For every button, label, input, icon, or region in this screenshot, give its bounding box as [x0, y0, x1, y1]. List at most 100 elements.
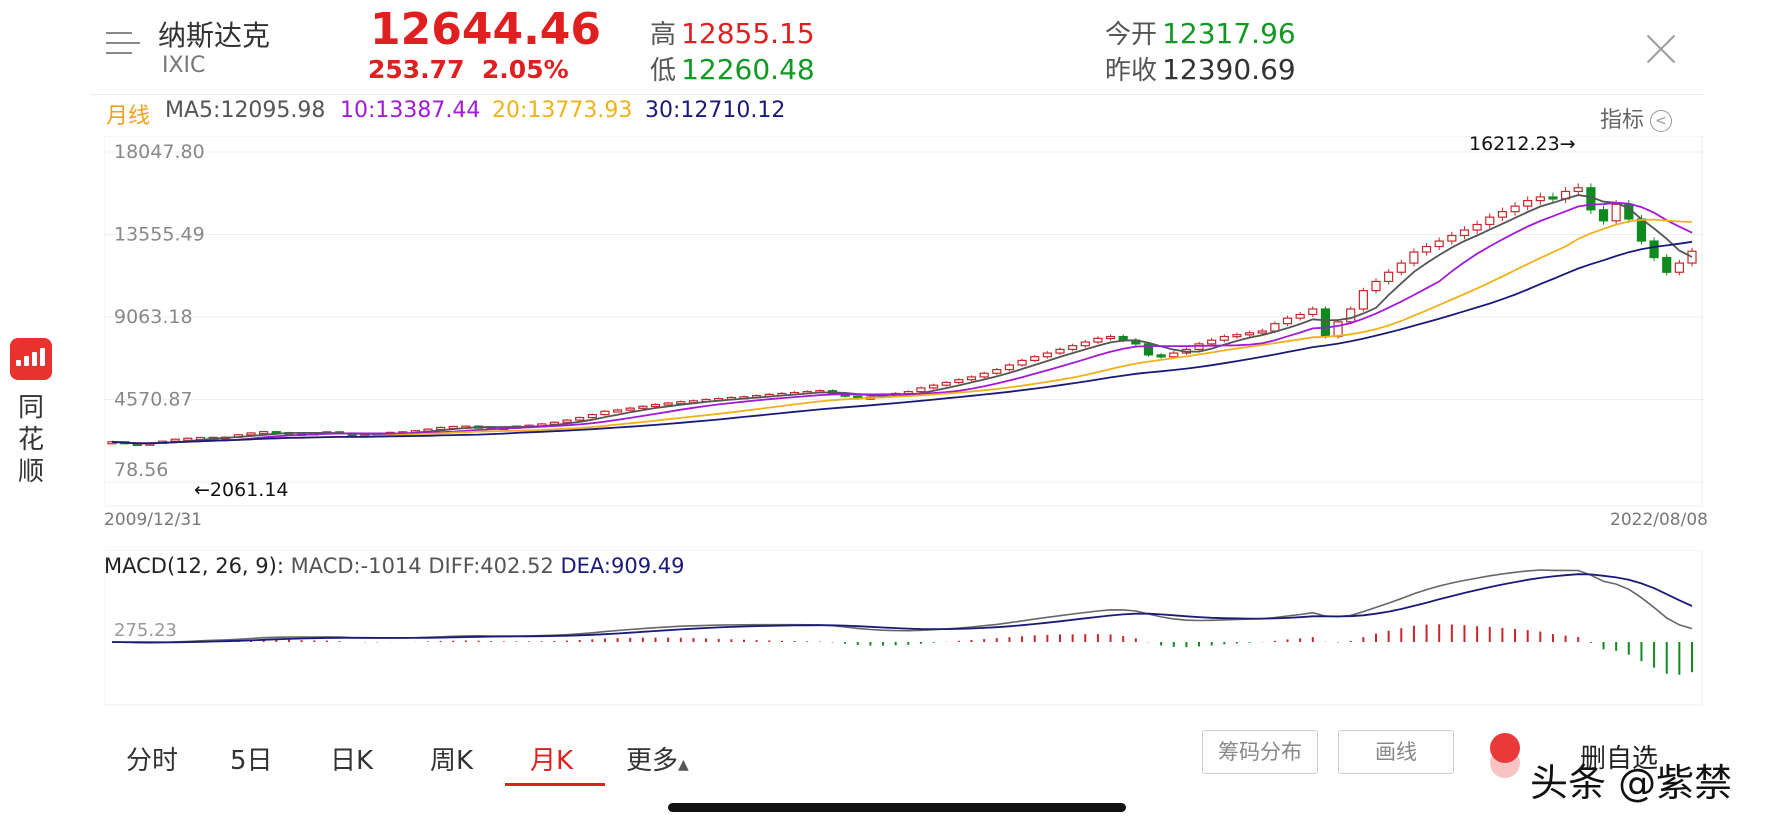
- max-annotation: 16212.23→: [1469, 136, 1576, 155]
- candle: [1358, 290, 1368, 310]
- y-axis-ticks: 18047.80 13555.49 9063.18 4570.87 78.56: [114, 141, 205, 481]
- candle: [1156, 354, 1166, 358]
- candle: [600, 410, 610, 416]
- candle: [1472, 223, 1482, 231]
- candle: [1459, 229, 1470, 237]
- app-name: 同花顺: [18, 393, 45, 487]
- candle: [650, 403, 661, 408]
- low-row: 低 12260.48: [650, 50, 815, 87]
- candle: [183, 437, 193, 441]
- tab-more[interactable]: 更多▲: [626, 740, 689, 777]
- macd-histogram: [123, 624, 1693, 675]
- candle: [1030, 356, 1040, 361]
- open-value: 12317.96: [1162, 17, 1296, 50]
- candle: [1611, 203, 1621, 222]
- candle: [1320, 308, 1331, 338]
- candle: [1143, 343, 1154, 356]
- candle: [954, 379, 964, 384]
- diff-value: DIFF:402.52: [428, 554, 554, 578]
- candle: [259, 431, 269, 435]
- prev-close-label: 昨收: [1105, 56, 1158, 86]
- candle: [1232, 334, 1242, 338]
- app-logo-icon[interactable]: [10, 338, 52, 380]
- indicator-button[interactable]: 指标 <: [1600, 102, 1673, 134]
- ma5-line: [111, 194, 1693, 445]
- dea-line: [111, 573, 1693, 644]
- candle: [676, 401, 686, 405]
- candle: [1510, 205, 1520, 213]
- low-label: 低: [650, 56, 677, 86]
- moving-average-lines: [111, 194, 1693, 445]
- tab-time-share[interactable]: 分时: [126, 746, 179, 776]
- candle: [1396, 262, 1406, 273]
- current-price: 12644.46: [370, 4, 602, 55]
- home-indicator[interactable]: [668, 803, 1126, 812]
- candle: [1649, 240, 1659, 259]
- remove-favorite-button[interactable]: 删自选: [1580, 744, 1659, 774]
- candle: [575, 416, 585, 421]
- candlestick-chart[interactable]: 18047.80 13555.49 9063.18 4570.87 78.56 1621…: [104, 136, 1704, 508]
- candle: [638, 405, 648, 409]
- open-row: 今开 12317.96: [1105, 14, 1296, 51]
- candle: [170, 438, 180, 442]
- chart-grid: [104, 136, 1704, 507]
- candle: [1497, 211, 1508, 218]
- high-value: 12855.15: [681, 17, 815, 50]
- draw-line-button[interactable]: 画线: [1338, 730, 1454, 774]
- caret-up-icon: ▲: [678, 757, 689, 773]
- candle: [941, 381, 951, 386]
- macd-grid: [104, 550, 1703, 706]
- candle: [1282, 317, 1293, 325]
- prev-close-value: 12390.69: [1162, 53, 1296, 86]
- high-row: 高 12855.15: [650, 14, 815, 51]
- candle: [1004, 364, 1015, 371]
- low-value: 12260.48: [681, 53, 815, 86]
- macd-legend: MACD(12, 26, 9): MACD:-1014 DIFF:402.52 …: [104, 554, 684, 578]
- favorite-dot-icon[interactable]: [1490, 733, 1520, 763]
- candle: [1662, 256, 1672, 273]
- tab-5-day[interactable]: 5日: [230, 746, 273, 776]
- y-tick-label: 18047.80: [114, 141, 205, 163]
- candle: [1598, 209, 1609, 222]
- close-icon[interactable]: [1646, 34, 1676, 64]
- tab-month-k[interactable]: 月K: [530, 746, 574, 776]
- candle: [562, 419, 572, 423]
- header-divider: [90, 94, 1705, 95]
- candle: [1068, 345, 1078, 350]
- candle: [1105, 335, 1116, 340]
- candle: [1080, 341, 1090, 347]
- change-value: 253.77: [368, 55, 465, 84]
- diff-line: [111, 569, 1693, 644]
- menu-icon[interactable]: [106, 30, 140, 56]
- candle: [1346, 308, 1356, 323]
- candle: [246, 432, 256, 436]
- candle: [1421, 245, 1432, 253]
- chip-distribution-button[interactable]: 筹码分布: [1202, 730, 1318, 774]
- candle: [663, 402, 673, 406]
- candle: [1257, 330, 1267, 334]
- tab-day-k[interactable]: 日K: [330, 746, 374, 776]
- price-change: 253.77 2.05%: [368, 55, 569, 84]
- macd-chart[interactable]: 275.23: [104, 550, 1704, 707]
- candle: [1548, 196, 1558, 200]
- prev-close-row: 昨收 12390.69: [1105, 50, 1296, 87]
- macd-y-tick: 275.23: [114, 620, 177, 641]
- tab-week-k[interactable]: 周K: [430, 746, 474, 776]
- y-tick-label: 4570.87: [114, 389, 193, 411]
- y-tick-label: 9063.18: [114, 306, 193, 328]
- y-tick-label: 13555.49: [114, 224, 205, 246]
- ma10-legend: 10:13387.44: [340, 98, 481, 123]
- candle: [1687, 250, 1697, 264]
- candle: [1093, 337, 1103, 343]
- dea-value: DEA:909.49: [560, 554, 685, 578]
- candle: [1409, 251, 1419, 264]
- y-tick-label: 78.56: [114, 459, 168, 481]
- candle: [1384, 271, 1394, 283]
- candle: [928, 384, 939, 389]
- candle: [1055, 348, 1065, 354]
- candle: [1017, 359, 1027, 366]
- start-date: 2009/12/31: [104, 510, 202, 530]
- macd-title: MACD(12, 26, 9):: [104, 554, 284, 578]
- candle: [1485, 216, 1495, 226]
- candle: [1244, 332, 1255, 336]
